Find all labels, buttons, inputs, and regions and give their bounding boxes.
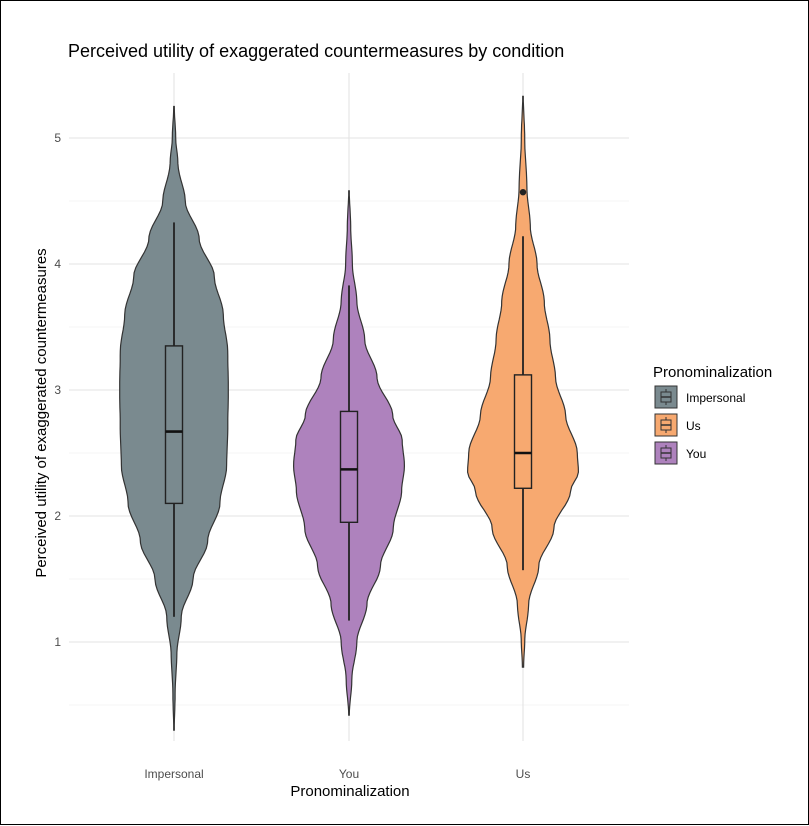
box-iqr — [513, 374, 533, 489]
y-tick-label: 2 — [54, 509, 61, 523]
legend: Pronominalization Impersonal Us You — [653, 364, 772, 465]
outlier-point — [519, 188, 527, 196]
y-tick-label: 4 — [54, 257, 61, 271]
legend-title: Pronominalization — [653, 364, 772, 381]
legend-item-us: Us — [654, 413, 701, 437]
x-tick-label: You — [339, 767, 359, 781]
x-axis-ticks: Impersonal You Us — [144, 767, 530, 781]
violin-you — [292, 190, 406, 716]
x-axis-title: Pronominalization — [290, 783, 409, 800]
legend-item-you: You — [654, 441, 706, 465]
violins — [119, 95, 580, 731]
box-iqr — [339, 410, 359, 524]
violin-us — [466, 95, 580, 668]
x-tick-label: Impersonal — [144, 767, 203, 781]
x-tick-label: Us — [516, 767, 531, 781]
y-tick-label: 3 — [54, 383, 61, 397]
legend-label: Impersonal — [686, 391, 745, 405]
chart-title: Perceived utility of exaggerated counter… — [68, 41, 564, 61]
violin-impersonal — [119, 105, 229, 731]
legend-label: You — [686, 447, 706, 461]
y-tick-label: 1 — [54, 635, 61, 649]
y-axis-ticks: 1 2 3 4 5 — [54, 131, 61, 649]
legend-item-impersonal: Impersonal — [654, 385, 745, 409]
legend-label: Us — [686, 419, 701, 433]
y-axis-title: Perceived utility of exaggerated counter… — [33, 248, 50, 577]
box-iqr — [164, 345, 184, 505]
y-tick-label: 5 — [54, 131, 61, 145]
